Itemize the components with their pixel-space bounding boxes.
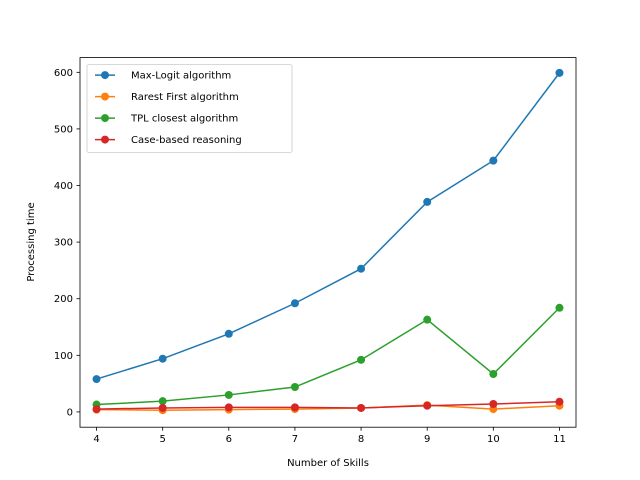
legend-marker [101, 71, 109, 80]
x-axis-label: Number of Skills [287, 458, 369, 469]
x-tick-label: 4 [93, 434, 99, 445]
data-point [423, 401, 432, 410]
legend-item: Case-based reasoning [95, 135, 242, 146]
data-point [290, 299, 299, 308]
series-max-logit-algorithm [92, 68, 564, 384]
data-point [158, 354, 167, 363]
data-point [423, 197, 432, 206]
series-line [96, 72, 561, 380]
y-tick-label: 200 [54, 294, 73, 305]
legend-marker [101, 92, 109, 101]
y-tick-label: 100 [54, 351, 73, 362]
x-axis: 4 5 6 7 8 9 10 11 [93, 427, 566, 445]
data-point [224, 329, 233, 338]
x-tick-label: 8 [358, 434, 364, 445]
data-point [357, 355, 366, 364]
legend: Max-Logit algorithm Rarest First algorith… [86, 64, 293, 153]
legend-marker [101, 135, 109, 144]
y-axis-label: Processing time [26, 202, 37, 281]
data-point [158, 397, 167, 406]
data-point [92, 375, 101, 384]
x-tick-label: 6 [226, 434, 232, 445]
legend-frame [86, 64, 293, 153]
data-point [224, 390, 233, 399]
legend-item: TPL closest algorithm [95, 114, 238, 125]
y-tick-label: 400 [54, 181, 73, 192]
x-tick-label: 10 [487, 434, 500, 445]
data-point [92, 405, 101, 414]
legend-item: Rarest First algorithm [95, 92, 239, 103]
legend-marker [101, 114, 109, 123]
data-point [290, 383, 299, 392]
legend-label: Max-Logit algorithm [131, 71, 231, 82]
data-point [489, 399, 498, 408]
data-point [555, 397, 564, 406]
y-tick-label: 0 [67, 407, 73, 418]
legend-label: TPL closest algorithm [130, 114, 238, 125]
x-tick-label: 9 [424, 434, 430, 445]
data-point [489, 156, 498, 165]
x-tick-label: 5 [159, 434, 165, 445]
legend-item: Max-Logit algorithm [95, 71, 231, 82]
series-line [96, 307, 561, 406]
x-tick-label: 7 [292, 434, 298, 445]
data-point [489, 369, 498, 378]
data-point [224, 403, 233, 412]
data-point [290, 403, 299, 412]
y-tick-label: 500 [54, 124, 73, 135]
y-tick-label: 600 [54, 68, 73, 79]
data-point [158, 403, 167, 412]
legend-label: Rarest First algorithm [131, 92, 239, 103]
series-line [96, 400, 560, 410]
y-tick-label: 300 [54, 238, 73, 249]
legend-label: Case-based reasoning [131, 135, 242, 146]
data-point [555, 303, 564, 312]
data-point [357, 403, 366, 412]
data-point [357, 264, 366, 273]
y-axis: 0 100 200 300 400 500 600 [54, 68, 80, 418]
series-case-based-reasoning [92, 397, 564, 414]
series-line [96, 404, 560, 411]
data-point [423, 315, 432, 324]
data-point [555, 68, 564, 77]
series-layer [92, 68, 564, 415]
x-tick-label: 11 [553, 434, 566, 445]
